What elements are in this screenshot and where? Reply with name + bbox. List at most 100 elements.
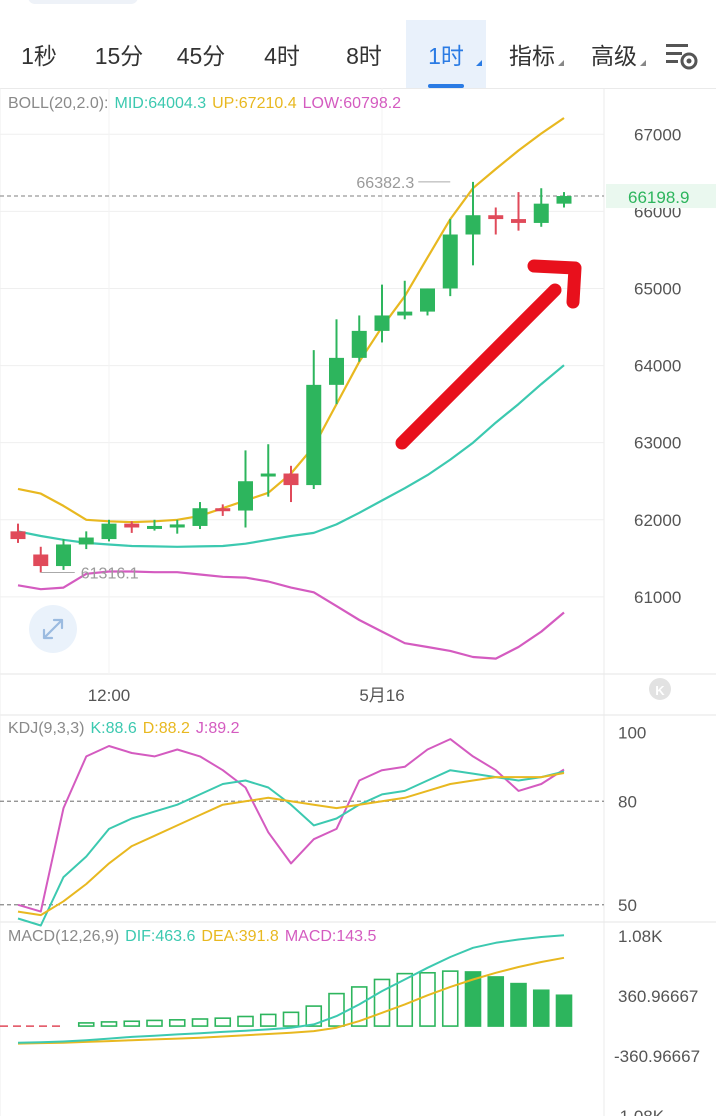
dropdown-corner-icon (640, 60, 646, 66)
legend-item-k: K:88.6 (90, 720, 136, 737)
macd-tick-label: 1.08K (618, 927, 663, 946)
candle-body[interactable] (78, 537, 94, 545)
candle-body[interactable] (556, 196, 572, 204)
annotation-arrow-shaft (395, 283, 562, 450)
macd-histogram-bar (328, 992, 345, 1027)
active-tab-underline (428, 84, 464, 88)
candle-body[interactable] (533, 203, 549, 223)
annotation-arrow-head (527, 259, 582, 309)
kdj-tick-label: 100 (618, 723, 646, 742)
candle-body[interactable] (397, 311, 413, 316)
tab-label: 高级 (591, 43, 637, 69)
candle-body[interactable] (374, 315, 390, 331)
tab-45m[interactable]: 45分 (166, 20, 236, 88)
timeframe-tabbar: 1秒 15分 45分 4时 8时 1时 指标 高级 (0, 0, 716, 89)
legend-item-j: J:89.2 (196, 720, 240, 737)
tab-label: 15分 (94, 43, 144, 69)
macd-histogram-bar (146, 1019, 163, 1027)
macd-dif-line (17, 934, 565, 1044)
candle-body[interactable] (101, 523, 117, 540)
candle-body[interactable] (238, 481, 253, 511)
candle-body[interactable] (215, 508, 231, 512)
macd-tick-label: -360.96667 (614, 1047, 700, 1066)
boll-legend: BOLL(20,2.0): MID:64004.3 UP:67210.4 LOW:60… (8, 95, 401, 112)
last-price-tag (606, 184, 716, 209)
high-marker-label: 66382.3 (356, 175, 414, 192)
kdj-legend: KDJ(9,3,3) K:88.6 D:88.2 J:89.2 (8, 720, 240, 737)
kdj-tick-label: 80 (618, 792, 637, 811)
tab-1s[interactable]: 1秒 (8, 20, 70, 88)
chart-settings-icon[interactable] (664, 40, 700, 74)
price-tick-label: 67000 (634, 125, 681, 144)
macd-histogram-bar (191, 1018, 209, 1027)
macd-histogram-bar (282, 1011, 300, 1027)
legend-item-mid: MID:64004.3 (115, 95, 207, 112)
candle-body[interactable] (442, 234, 458, 289)
tab-label: 1秒 (21, 43, 57, 69)
legend-item-dea: DEA:391.8 (201, 928, 278, 945)
price-tick-label: 63000 (634, 434, 681, 453)
candle-body[interactable] (33, 554, 49, 567)
legend-item-kdj: KDJ(9,3,3) (8, 720, 84, 737)
candle-body[interactable] (169, 524, 185, 528)
candle-body[interactable] (511, 219, 526, 223)
tab-label: 4时 (264, 43, 300, 69)
kdj-d-line (17, 772, 565, 917)
candle-body[interactable] (329, 357, 344, 385)
tab-label: 指标 (509, 43, 555, 69)
candle-body[interactable] (351, 330, 367, 358)
tab-4h[interactable]: 4时 (250, 20, 314, 88)
price-tick-label: 65000 (634, 279, 681, 298)
macd-histogram-bar (464, 971, 482, 1027)
tab-label: 1时 (428, 43, 464, 69)
macd-histogram-bar (555, 994, 573, 1027)
expand-icon (42, 618, 64, 640)
k-badge[interactable] (649, 678, 671, 700)
macd-histogram-bar (237, 1015, 254, 1027)
kdj-tick-label: 50 (618, 896, 637, 915)
macd-dea-line (17, 956, 565, 1045)
candle-body[interactable] (56, 544, 71, 567)
legend-item-macd: MACD:143.5 (285, 928, 377, 945)
price-tick-label: 62000 (634, 511, 681, 530)
low-marker-label: 61316.1 (81, 566, 139, 583)
candle-body[interactable] (283, 473, 299, 486)
time-tick-label: 5月16 (359, 686, 404, 705)
macd-histogram-bar (259, 1013, 277, 1027)
tab-1h[interactable]: 1时 (406, 20, 486, 88)
candle-body[interactable] (465, 215, 481, 235)
price-tick-label: 61000 (634, 588, 681, 607)
dropdown-corner-icon (476, 60, 482, 66)
tab-8h[interactable]: 8时 (332, 20, 396, 88)
tab-15m[interactable]: 15分 (84, 20, 154, 88)
macd-histogram-bar (419, 971, 436, 1027)
tab-advanced[interactable]: 高级 (578, 20, 650, 88)
legend-item-macd-title: MACD(12,26,9) (8, 928, 119, 945)
candle-body[interactable] (260, 473, 276, 477)
top-bar-remnant (28, 0, 138, 4)
macd-histogram-bar (487, 976, 505, 1027)
candle-body[interactable] (124, 523, 140, 528)
k-badge-letter: K (655, 683, 665, 698)
candle-body[interactable] (192, 508, 208, 526)
tab-label: 8时 (346, 43, 382, 69)
candle-body[interactable] (306, 384, 322, 486)
boll-mid-line (17, 364, 565, 548)
candle-body[interactable] (420, 288, 435, 312)
macd-histogram-bar (214, 1017, 232, 1027)
macd-histogram-bar (350, 986, 368, 1027)
last-price-label: 66198.9 (628, 188, 689, 207)
tab-indicators[interactable]: 指标 (496, 20, 568, 88)
candle-body[interactable] (147, 525, 162, 529)
tabbar-divider (0, 88, 716, 89)
legend-item-low: LOW:60798.2 (303, 95, 402, 112)
macd-tick-label: -1.08K (614, 1107, 665, 1116)
macd-legend: MACD(12,26,9) DIF:463.6 DEA:391.8 MACD:143.… (8, 928, 377, 945)
macd-histogram-bar (168, 1019, 186, 1027)
kdj-k-line (17, 769, 565, 927)
candle-body[interactable] (10, 531, 26, 540)
candle-body[interactable] (488, 215, 504, 220)
legend-item-boll: BOLL(20,2.0): (8, 95, 109, 112)
macd-histogram-bar (396, 972, 414, 1027)
